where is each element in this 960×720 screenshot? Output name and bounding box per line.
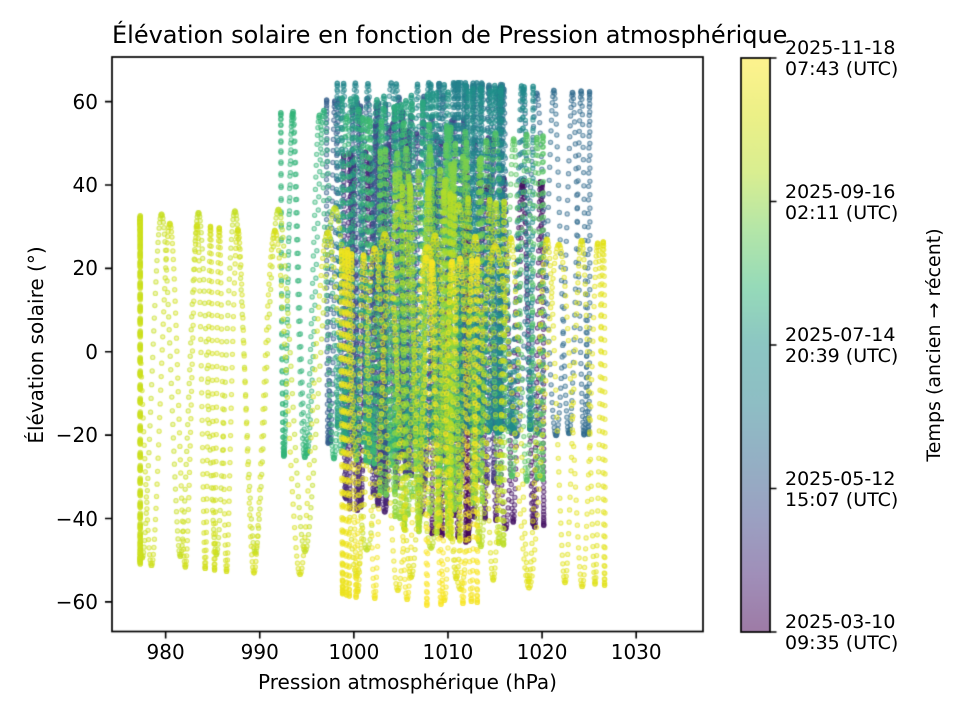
y-tick-label: 20 <box>72 256 98 281</box>
x-tick-label: 990 <box>240 640 279 664</box>
y-tick-label: −40 <box>55 506 98 531</box>
colorbar-tick-label: 2025-07-14 20:39 (UTC) <box>785 324 899 367</box>
colorbar-label: Temps (ancien → récent) <box>923 228 945 462</box>
chart-title: Élévation solaire en fonction de Pressio… <box>112 21 788 49</box>
x-axis-label: Pression atmosphérique (hPa) <box>258 670 557 694</box>
x-tick-label: 1000 <box>328 640 380 664</box>
colorbar-tick-label: 2025-11-18 07:43 (UTC) <box>785 37 899 80</box>
colorbar-tick-label: 2025-09-16 02:11 (UTC) <box>785 180 899 224</box>
x-tick-label: 980 <box>146 640 185 664</box>
y-tick-label: 60 <box>72 89 98 114</box>
colorbar-tick-label: 2025-03-10 09:35 (UTC) <box>785 611 899 654</box>
x-tick-label: 1020 <box>516 640 568 664</box>
colorbar-tick-label: 2025-05-12 15:07 (UTC) <box>785 467 899 511</box>
x-tick-label: 1010 <box>422 640 474 664</box>
y-tick-label: −60 <box>55 589 98 614</box>
y-tick-label: −20 <box>55 423 98 448</box>
y-tick-label: 0 <box>85 339 98 364</box>
y-tick-label: 40 <box>72 172 98 197</box>
x-tick-label: 1030 <box>610 640 662 664</box>
